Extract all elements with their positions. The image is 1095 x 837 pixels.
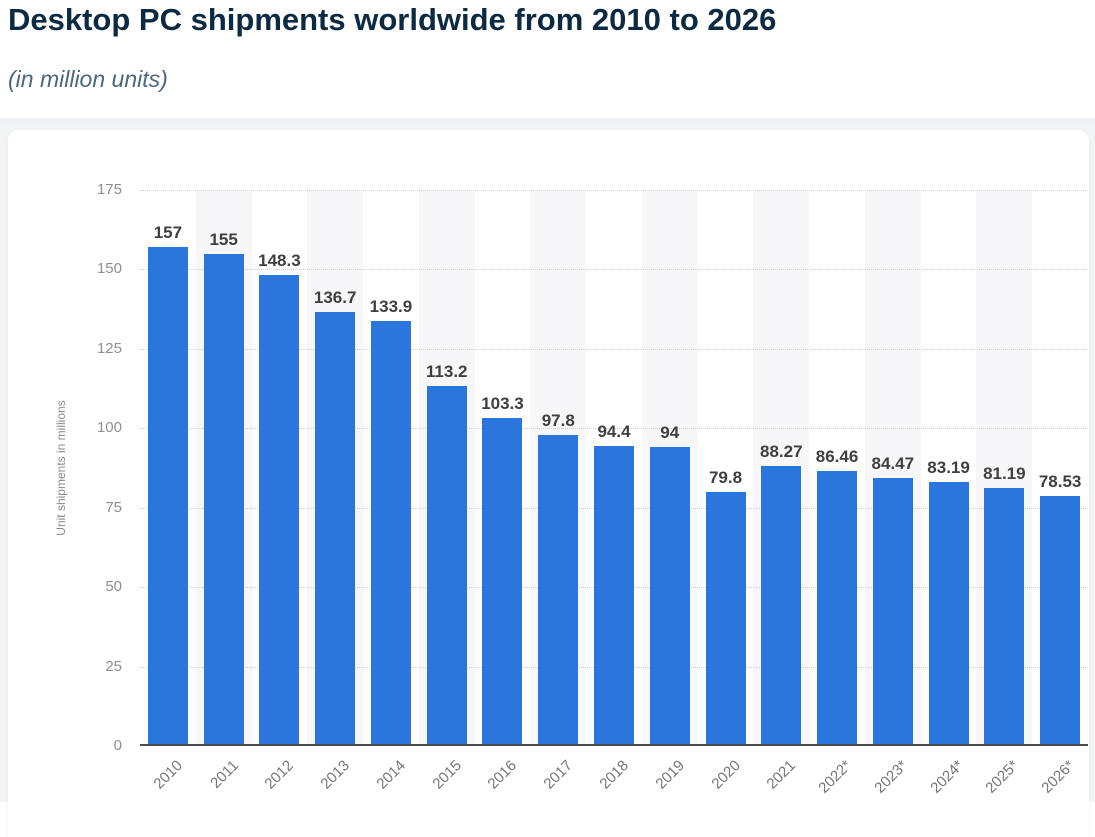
y-axis-tick-label: 150 — [96, 260, 122, 278]
y-axis-tick-label: 75 — [105, 498, 122, 516]
bar-value-label: 84.47 — [871, 453, 915, 473]
bar-value-label: 157 — [153, 223, 183, 243]
y-axis-tick-label: 100 — [96, 419, 122, 437]
plot-area: 157 155 148.3 136.7 133.9 113.2 103.3 97.8 94.4 9… — [140, 190, 1088, 746]
page-subtitle: (in million units) — [8, 66, 168, 92]
bar-value-label: 113.2 — [425, 362, 468, 382]
y-axis-tick-label: 0 — [113, 737, 122, 754]
bar[interactable] — [817, 471, 858, 746]
bar-value-label: 88.27 — [760, 441, 803, 461]
bar[interactable] — [761, 465, 802, 746]
bar[interactable] — [370, 320, 411, 746]
page-title: Desktop PC shipments worldwide from 2010… — [8, 2, 777, 37]
bar[interactable] — [315, 311, 356, 746]
bar[interactable] — [1040, 496, 1081, 746]
y-axis-tick-label: 175 — [96, 181, 122, 198]
bar-value-label: 94 — [660, 423, 680, 443]
bar[interactable] — [594, 446, 634, 746]
y-axis-tick-label: 50 — [105, 578, 122, 596]
bar[interactable] — [705, 492, 746, 746]
gridline — [140, 190, 1088, 191]
bar-value-label: 86.46 — [815, 447, 859, 467]
bar[interactable] — [147, 247, 188, 746]
bar[interactable] — [426, 386, 467, 746]
bar-value-label: 94.4 — [597, 422, 631, 442]
bar[interactable] — [482, 417, 523, 746]
bar-value-label: 81.19 — [983, 464, 1026, 484]
bar-value-label: 148.3 — [258, 250, 301, 270]
bar-value-label: 79.8 — [708, 468, 743, 488]
bar[interactable] — [203, 253, 244, 746]
y-axis-title: Unit shipments in millions — [54, 400, 68, 536]
bar[interactable] — [872, 477, 913, 746]
bar[interactable] — [259, 274, 300, 746]
bar[interactable] — [984, 488, 1025, 746]
bar-value-label: 155 — [209, 229, 238, 249]
bar-value-label: 83.19 — [927, 457, 970, 477]
bar-value-label: 78.53 — [1038, 472, 1082, 492]
bar-value-label: 97.8 — [541, 411, 575, 431]
bar[interactable] — [928, 481, 969, 746]
y-axis-tick-label: 125 — [96, 339, 122, 357]
bar-value-label: 133.9 — [369, 296, 413, 316]
gridline — [140, 269, 1088, 271]
bar[interactable] — [538, 435, 579, 746]
x-axis-line — [140, 744, 1088, 746]
y-axis-tick-label: 25 — [105, 657, 122, 675]
bar-value-label: 103.3 — [481, 393, 524, 413]
bar[interactable] — [649, 447, 690, 746]
gridline — [140, 428, 1088, 430]
gridline — [140, 348, 1088, 350]
bar-value-label: 136.7 — [313, 287, 357, 307]
